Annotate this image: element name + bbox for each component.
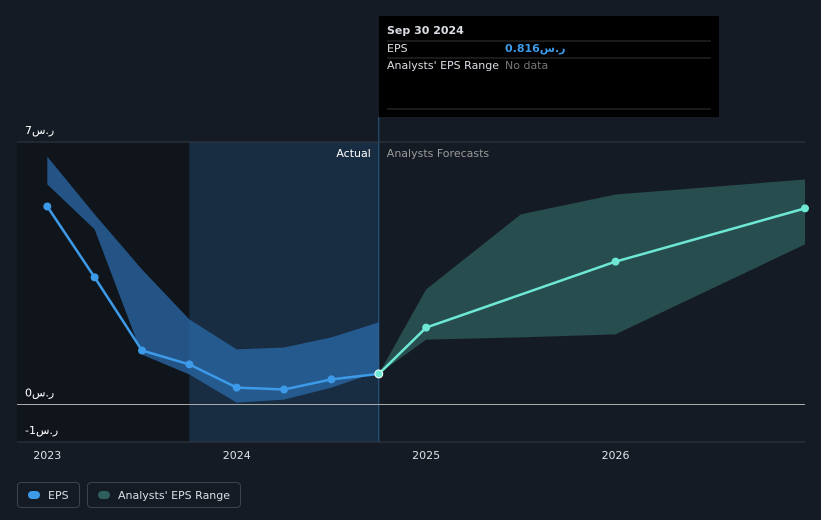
- eps-point: [327, 375, 336, 384]
- legend-item[interactable]: Analysts' EPS Range: [87, 482, 242, 508]
- eps-point: [138, 346, 147, 355]
- tooltip-date: Sep 30 2024: [387, 24, 464, 37]
- lines: [43, 202, 809, 394]
- grid: [17, 141, 805, 443]
- x-tick-label: 2026: [602, 449, 630, 462]
- eps-point: [801, 204, 809, 213]
- eps-point: [422, 323, 431, 332]
- tooltip-value: No data: [505, 59, 548, 72]
- y-tick-label: -1ر.س: [25, 424, 58, 437]
- tooltip: Sep 30 2024 EPS 0.816ر.س Analysts' EPS R…: [379, 16, 719, 117]
- eps-point: [185, 360, 194, 369]
- legend-swatch: [28, 491, 40, 499]
- x-tick-label: 2024: [223, 449, 251, 462]
- x-tick-label: 2025: [412, 449, 440, 462]
- tooltip-value: 0.816ر.س: [505, 42, 566, 55]
- legend-swatch: [98, 491, 110, 499]
- labels: Actual Analysts Forecasts 7ر.س 0ر.س -1ر.س 202…: [25, 124, 630, 462]
- eps-line: [377, 207, 806, 375]
- legend-label: EPS: [48, 488, 69, 502]
- eps-point: [611, 257, 620, 266]
- range-band: [378, 179, 805, 374]
- eps-point: [90, 273, 99, 282]
- tooltip-box: [379, 16, 719, 117]
- y-tick-label: 0ر.س: [25, 387, 54, 400]
- actual-label: Actual: [336, 147, 370, 160]
- eps-point: [232, 383, 241, 392]
- tooltip-label: Analysts' EPS Range: [387, 59, 499, 72]
- eps-point: [280, 385, 289, 394]
- eps-line: [46, 205, 379, 391]
- y-tick-label: 7ر.س: [25, 124, 54, 137]
- legend-label: Analysts' EPS Range: [118, 488, 231, 502]
- x-tick-label: 2023: [33, 449, 61, 462]
- background: [17, 117, 380, 442]
- eps-point: [374, 369, 384, 379]
- legend-item[interactable]: EPS: [17, 482, 80, 508]
- eps-point: [43, 202, 52, 211]
- forecast-label: Analysts Forecasts: [387, 147, 490, 160]
- tooltip-label: EPS: [387, 42, 408, 55]
